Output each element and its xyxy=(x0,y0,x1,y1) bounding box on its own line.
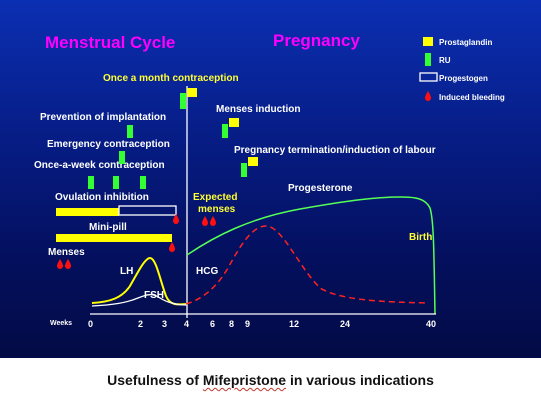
fsh-curve xyxy=(91,293,188,307)
bleeding-drop-menses-1 xyxy=(57,259,63,269)
caption-prefix: Usefulness of xyxy=(107,372,203,388)
ru-marker-once-a-week-1 xyxy=(88,176,94,189)
prostaglandin-marker-pregnancy-termination xyxy=(248,157,258,166)
legend-progestogen-icon xyxy=(419,72,438,82)
axis-tick-2: 2 xyxy=(138,319,143,329)
legend-bleeding-drop-icon xyxy=(425,91,431,101)
legend-progestogen-label: Progestogen xyxy=(439,74,488,83)
label-progesterone: Progesterone xyxy=(288,183,353,194)
axis-tick-4: 4 xyxy=(184,319,189,329)
caption-suffix: in various indications xyxy=(286,372,434,388)
bleeding-drop-mini-pill xyxy=(169,242,175,252)
label-menses-induction: Menses induction xyxy=(216,104,300,115)
progestogen-box xyxy=(118,205,177,216)
legend-prostaglandin-label: Prostaglandin xyxy=(439,38,492,47)
label-emergency-contraception: Emergency contraception xyxy=(47,139,170,150)
label-expected-menses-line1: Expected xyxy=(193,192,237,203)
axis-tick-9: 9 xyxy=(245,319,250,329)
ru-marker-once-a-week-2 xyxy=(113,176,119,189)
legend-ru-label: RU xyxy=(439,56,451,65)
ru-marker-once-a-month xyxy=(180,93,186,109)
label-once-a-week-contraception: Once-a-week contraception xyxy=(34,160,165,171)
ru-marker-once-a-week-3 xyxy=(140,176,146,189)
axis-tick-24: 24 xyxy=(340,319,350,329)
label-ovulation-inhibition: Ovulation inhibition xyxy=(55,192,149,203)
axis-tick-6: 6 xyxy=(210,319,215,329)
diagram-canvas: Menstrual Cycle Pregnancy Prostaglandin … xyxy=(34,31,505,329)
lh-curve xyxy=(91,256,188,306)
axis-tick-8: 8 xyxy=(229,319,234,329)
axis-tick-0: 0 xyxy=(88,319,93,329)
axis-tick-40: 40 xyxy=(426,319,436,329)
title-pregnancy: Pregnancy xyxy=(273,31,360,50)
axis-tick-3: 3 xyxy=(162,319,167,329)
ru-marker-emergency-contraception xyxy=(119,151,125,164)
bleeding-drop-menses-2 xyxy=(65,259,71,269)
prostaglandin-marker-menses-induction xyxy=(229,118,239,127)
label-once-a-month-contraception: Once a month contraception xyxy=(103,73,239,84)
bleeding-drop-expected-menses-1 xyxy=(202,216,208,226)
label-birth: Birth xyxy=(409,232,432,243)
ovulation-inhibition-bar xyxy=(56,208,119,216)
legend: Prostaglandin RU Progestogen Induced ble… xyxy=(419,37,505,102)
slide-diagram: Menstrual Cycle Pregnancy Prostaglandin … xyxy=(0,0,541,358)
title-menstrual-cycle: Menstrual Cycle xyxy=(45,33,175,52)
label-mini-pill: Mini-pill xyxy=(89,222,127,233)
weeks-axis-label: Weeks xyxy=(50,320,72,327)
bleeding-drop-ovulation xyxy=(173,214,179,224)
legend-ru-icon xyxy=(425,53,431,66)
label-hcg: HCG xyxy=(196,266,218,277)
legend-bleeding-label: Induced bleeding xyxy=(439,93,505,102)
ru-marker-menses-induction xyxy=(222,124,228,138)
caption-drug-name: Mifepristone xyxy=(202,372,287,388)
label-lh: LH xyxy=(120,266,133,277)
axis-tick-12: 12 xyxy=(289,319,299,329)
progesterone-curve xyxy=(186,196,436,315)
slide-caption: Usefulness of Mifepristone in various in… xyxy=(0,372,541,388)
ru-marker-pregnancy-termination xyxy=(241,163,247,177)
legend-prostaglandin-icon xyxy=(423,37,433,46)
ru-marker-prevention-of-implantation xyxy=(127,125,133,138)
label-pregnancy-termination: Pregnancy termination/induction of labou… xyxy=(234,145,436,156)
mini-pill-bar xyxy=(56,234,172,242)
label-prevention-of-implantation: Prevention of implantation xyxy=(40,112,166,123)
label-expected-menses-line2: menses xyxy=(198,204,236,215)
hcg-curve xyxy=(185,225,429,305)
bleeding-drop-expected-menses-2 xyxy=(210,216,216,226)
label-menses: Menses xyxy=(48,247,85,258)
prostaglandin-marker-once-a-month xyxy=(187,88,197,97)
